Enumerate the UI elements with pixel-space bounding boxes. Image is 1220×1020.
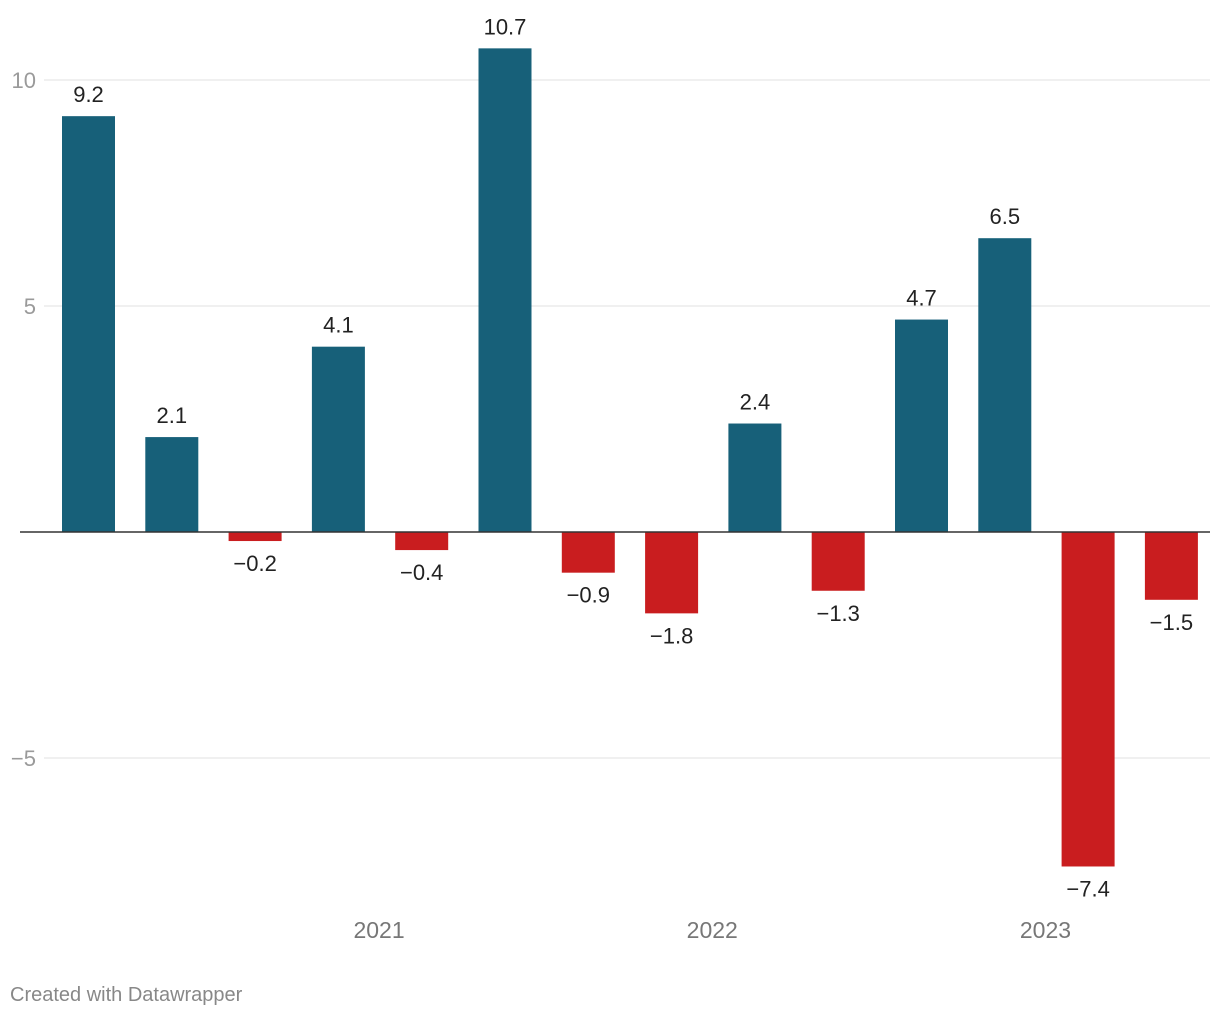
x-axis: 2021 2022 2023 [353, 917, 1071, 943]
data-label: 2.4 [740, 390, 771, 415]
data-label: 9.2 [73, 82, 104, 107]
credit-text[interactable]: Created with Datawrapper [10, 984, 243, 1006]
x-tick-label: 2021 [353, 917, 404, 943]
data-label: −7.4 [1066, 876, 1109, 901]
bar [561, 532, 615, 573]
bar [1061, 532, 1115, 867]
data-label: −1.3 [816, 601, 859, 626]
data-label: 10.7 [484, 14, 527, 39]
data-label: −0.4 [400, 560, 443, 585]
bar-chart: 10 5 −5 9.2 2.1 −0.2 4.1 −0.4 10.7 −0.9 −1.8 2.4 −1… [11, 14, 1210, 943]
bar [478, 48, 532, 533]
bar [395, 532, 449, 551]
bar [228, 532, 282, 542]
bar [311, 346, 365, 532]
data-label: −1.5 [1150, 610, 1193, 635]
bar [895, 319, 948, 532]
y-tick-label: 10 [12, 68, 36, 93]
data-label: 4.7 [906, 286, 937, 311]
data-labels: 9.2 2.1 −0.2 4.1 −0.4 10.7 −0.9 −1.8 2.4 −1.3 4.7 6… [73, 14, 1193, 901]
y-tick-label: −5 [11, 746, 36, 771]
data-label: −0.2 [233, 551, 276, 576]
bar [145, 437, 199, 532]
bar [62, 116, 115, 532]
data-label: −1.8 [650, 623, 693, 648]
x-tick-label: 2023 [1020, 917, 1071, 943]
bars [62, 48, 1198, 867]
data-label: 2.1 [157, 403, 188, 428]
bar [1144, 532, 1198, 600]
bar [645, 532, 699, 614]
data-label: −0.9 [567, 583, 610, 608]
data-label: 4.1 [323, 313, 354, 338]
y-tick-label: 5 [24, 294, 36, 319]
bar [978, 238, 1032, 532]
data-label: 6.5 [990, 204, 1021, 229]
x-tick-label: 2022 [687, 917, 738, 943]
bar [811, 532, 865, 591]
bar [728, 423, 782, 532]
